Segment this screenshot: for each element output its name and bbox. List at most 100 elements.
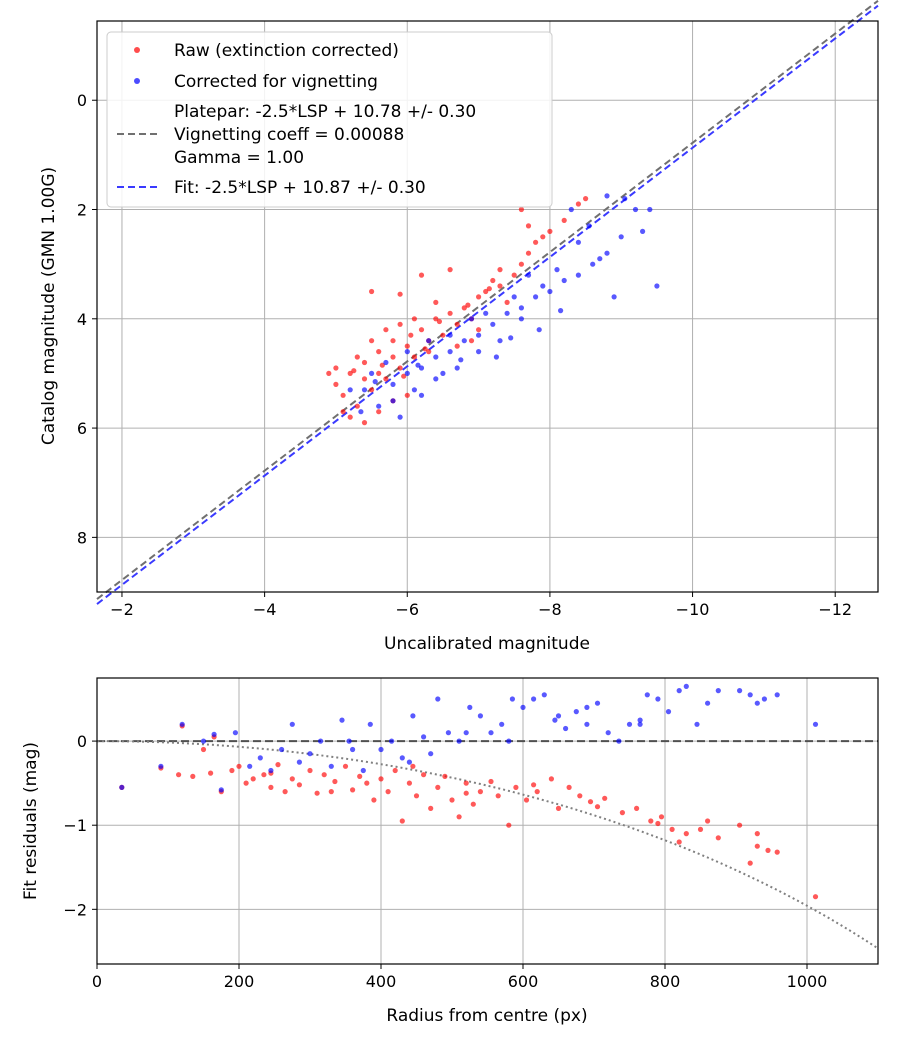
point-corrected: [555, 713, 562, 719]
point-corrected: [586, 223, 592, 229]
point-corrected: [590, 261, 596, 267]
point-raw: [456, 814, 462, 820]
point-corrected: [520, 704, 526, 711]
point-corrected: [490, 321, 496, 327]
point-raw: [447, 267, 453, 273]
point-raw: [715, 835, 721, 841]
point-raw: [486, 286, 492, 292]
point-raw: [648, 818, 654, 824]
point-raw: [361, 376, 368, 382]
point-raw: [361, 420, 368, 426]
point-corrected: [454, 365, 460, 371]
point-corrected: [518, 305, 525, 311]
point-raw: [390, 354, 396, 360]
point-corrected: [558, 308, 564, 314]
point-corrected: [626, 721, 633, 727]
x-tick-label: −12: [818, 600, 852, 619]
point-raw: [587, 799, 594, 805]
point-raw: [490, 277, 496, 284]
y-tick-label: 4: [77, 310, 87, 329]
point-corrected: [119, 784, 125, 791]
point-raw: [376, 370, 382, 376]
point-raw: [476, 327, 482, 333]
point-raw: [208, 770, 214, 776]
point-raw: [483, 288, 489, 295]
top-xlabel: Uncalibrated magnitude: [384, 634, 590, 654]
top-ticks: −2 −4 −6 −8 −10 −12 0 2 4 6 8: [77, 91, 852, 619]
point-raw: [765, 847, 771, 854]
point-raw: [577, 793, 583, 799]
point-corrected: [637, 717, 643, 723]
point-raw: [463, 790, 469, 796]
point-corrected: [715, 688, 721, 694]
bottom-reference-lines: [97, 740, 879, 950]
x-tick-label: −4: [253, 600, 277, 619]
point-corrected: [563, 725, 569, 732]
legend-marker-corrected: [134, 78, 140, 84]
point-raw: [428, 805, 434, 812]
point-raw: [583, 196, 589, 202]
point-corrected: [247, 763, 253, 769]
point-raw: [449, 797, 455, 803]
point-raw: [413, 793, 420, 799]
x-tick-label: 1000: [787, 972, 828, 991]
bottom-ticks: 0 200 400 600 800 1000 0 −1 −2: [63, 732, 827, 991]
point-raw: [410, 763, 416, 769]
point-corrected: [761, 696, 768, 702]
point-corrected: [622, 196, 628, 202]
point-raw: [250, 776, 256, 782]
legend-label-fit: Fit: -2.5*LSP + 10.87 +/- 0.30: [174, 178, 426, 198]
point-raw: [468, 338, 475, 344]
point-corrected: [683, 683, 689, 690]
point-raw: [440, 332, 446, 338]
point-raw: [376, 349, 382, 355]
point-raw: [754, 843, 760, 849]
point-corrected: [328, 763, 334, 769]
point-corrected: [467, 704, 473, 711]
point-corrected: [347, 387, 353, 393]
point-corrected: [406, 759, 412, 765]
point-raw: [754, 831, 760, 837]
point-raw: [347, 414, 353, 420]
point-corrected: [618, 234, 624, 240]
point-raw: [411, 354, 417, 360]
y-tick-label: −2: [63, 900, 87, 919]
point-corrected: [257, 755, 263, 761]
point-corrected: [369, 370, 375, 376]
point-raw: [506, 822, 512, 828]
point-raw: [369, 387, 375, 393]
point-corrected: [158, 763, 164, 769]
point-raw: [321, 772, 327, 778]
point-corrected: [476, 332, 482, 338]
point-raw: [379, 362, 385, 368]
point-corrected: [404, 370, 410, 376]
point-corrected: [372, 379, 378, 385]
point-corrected: [812, 721, 819, 727]
point-corrected: [676, 688, 682, 694]
point-raw: [747, 860, 753, 866]
legend: Raw (extinction corrected) Corrected for…: [106, 31, 553, 208]
point-corrected: [511, 294, 517, 300]
point-corrected: [541, 692, 547, 698]
point-raw: [342, 763, 349, 769]
bottom-points: [119, 683, 819, 900]
point-corrected: [218, 787, 224, 793]
point-corrected: [367, 721, 373, 727]
point-raw: [447, 310, 453, 316]
point-corrected: [360, 767, 366, 774]
point-corrected: [509, 696, 515, 702]
point-raw: [812, 894, 819, 900]
point-raw: [534, 789, 540, 795]
x-tick-label: 800: [650, 972, 681, 991]
point-corrected: [499, 721, 505, 727]
point-corrected: [378, 746, 384, 753]
point-raw: [383, 327, 389, 333]
point-corrected: [737, 688, 743, 694]
point-raw: [268, 784, 274, 791]
point-corrected: [433, 354, 439, 360]
point-corrected: [456, 738, 462, 744]
point-raw: [619, 810, 626, 816]
point-corrected: [637, 721, 643, 727]
point-corrected: [410, 713, 416, 719]
point-corrected: [605, 730, 611, 736]
